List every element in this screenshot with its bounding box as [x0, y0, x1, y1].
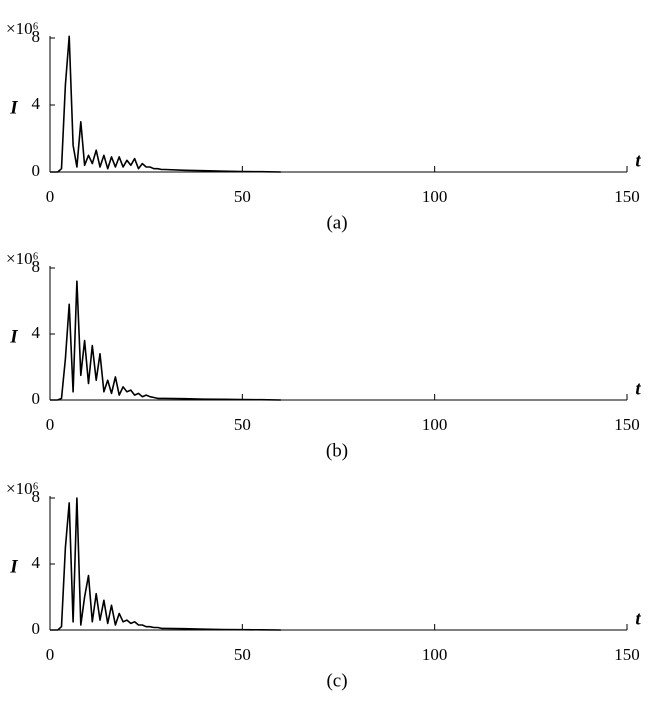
data-line — [50, 35, 281, 173]
x-axis-label: t — [635, 150, 641, 171]
y-axis-label: I — [9, 326, 18, 347]
x-tick-label: 50 — [234, 645, 251, 664]
x-tick-label: 100 — [422, 645, 448, 664]
y-tick-label: 4 — [32, 94, 41, 113]
y-tick-label: 0 — [32, 161, 41, 180]
y-tick-label: 0 — [32, 389, 41, 408]
y-tick-label: 8 — [32, 257, 41, 276]
x-tick-label: 0 — [46, 415, 55, 434]
data-line — [50, 280, 281, 401]
x-tick-label: 150 — [614, 187, 640, 206]
x-axis-label: t — [635, 608, 641, 629]
x-tick-label: 150 — [614, 415, 640, 434]
y-scale-label: ×10⁶ — [6, 19, 39, 38]
x-axis-label: t — [635, 378, 641, 399]
caption: (a) — [326, 212, 347, 233]
y-axis-label: I — [9, 97, 18, 118]
x-tick-label: 50 — [234, 187, 251, 206]
y-tick-label: 4 — [32, 553, 41, 572]
x-tick-label: 50 — [234, 415, 251, 434]
x-tick-label: 150 — [614, 645, 640, 664]
y-scale-label: ×10⁶ — [6, 249, 39, 268]
data-line — [50, 497, 281, 631]
y-tick-label: 8 — [32, 27, 41, 46]
caption: (c) — [326, 670, 347, 691]
x-tick-label: 100 — [422, 187, 448, 206]
caption: (b) — [326, 440, 348, 461]
x-tick-label: 100 — [422, 415, 448, 434]
x-tick-label: 0 — [46, 645, 55, 664]
y-tick-label: 4 — [32, 323, 41, 342]
x-tick-label: 0 — [46, 187, 55, 206]
y-axis-label: I — [9, 556, 18, 577]
y-scale-label: ×10⁶ — [6, 479, 39, 498]
y-tick-label: 0 — [32, 619, 41, 638]
y-tick-label: 8 — [32, 487, 41, 506]
